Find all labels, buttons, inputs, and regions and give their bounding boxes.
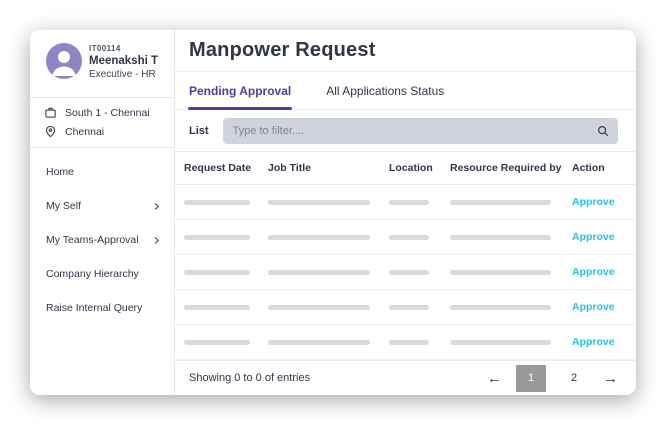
- city-label: Chennai: [65, 125, 105, 138]
- sidebar-item-company-hierarchy[interactable]: Company Hierarchy: [30, 257, 174, 291]
- col-location: Location: [389, 162, 433, 174]
- skeleton-bar: [268, 339, 370, 345]
- sidebar-item-label: Company Hierarchy: [46, 268, 139, 280]
- tab-all-applications-status[interactable]: All Applications Status: [326, 83, 445, 98]
- user-role: Executive - HR: [89, 69, 156, 80]
- skeleton-bar: [268, 199, 370, 205]
- skeleton-bar: [389, 304, 429, 310]
- page-button-1[interactable]: 1: [516, 364, 546, 392]
- skeleton-bar: [450, 234, 551, 240]
- sidebar-item-label: Raise Internal Query: [46, 302, 143, 314]
- location-block: South 1 - Chennai Chennai: [30, 98, 174, 148]
- chevron-right-icon: [154, 202, 160, 210]
- sidebar: IT00114 Meenakshi T Executive - HR South…: [30, 30, 175, 395]
- skeleton-bar: [184, 339, 250, 345]
- sidebar-item-home[interactable]: Home: [30, 155, 174, 189]
- branch-label: South 1 - Chennai: [65, 106, 150, 119]
- col-job-title: Job Title: [268, 162, 311, 174]
- filter-row: List: [175, 110, 636, 152]
- prev-page-button[interactable]: ←: [487, 369, 502, 387]
- table-row: Approve: [175, 255, 636, 290]
- filter-input[interactable]: [232, 124, 596, 137]
- approve-link[interactable]: Approve: [572, 336, 615, 348]
- approve-link[interactable]: Approve: [572, 196, 615, 208]
- table-footer: Showing 0 to 0 of entries ← 1 2 →: [175, 360, 636, 395]
- skeleton-bar: [450, 304, 551, 310]
- col-resource-required-by: Resource Required by: [450, 162, 562, 174]
- pagination: ← 1 2 →: [486, 364, 619, 392]
- skeleton-bar: [389, 234, 429, 240]
- skeleton-bar: [184, 199, 250, 205]
- skeleton-bar: [184, 304, 250, 310]
- skeleton-bar: [450, 269, 551, 275]
- search-button[interactable]: [596, 124, 610, 138]
- skeleton-bar: [268, 304, 370, 310]
- approve-link[interactable]: Approve: [572, 301, 615, 313]
- avatar: [46, 43, 82, 79]
- branch-row: South 1 - Chennai: [30, 103, 174, 122]
- skeleton-bar: [389, 269, 429, 275]
- skeleton-bar: [184, 269, 250, 275]
- approve-link[interactable]: Approve: [572, 266, 615, 278]
- page-title: Manpower Request: [189, 39, 376, 61]
- list-label: List: [189, 124, 209, 137]
- sidebar-item-my-self[interactable]: My Self: [30, 189, 174, 223]
- main-content: Manpower Request Pending Approval All Ap…: [175, 30, 636, 395]
- skeleton-bar: [389, 339, 429, 345]
- sidebar-item-label: My Teams-Approval: [46, 234, 139, 246]
- sidebar-item-label: Home: [46, 166, 75, 178]
- page-header: Manpower Request: [175, 30, 636, 72]
- col-request-date: Request Date: [184, 162, 252, 174]
- table-row: Approve: [175, 220, 636, 255]
- sidebar-item-label: My Self: [46, 200, 82, 212]
- manpower-request-window: IT00114 Meenakshi T Executive - HR South…: [30, 30, 636, 395]
- skeleton-bar: [450, 199, 551, 205]
- approve-link[interactable]: Approve: [572, 231, 615, 243]
- entries-summary: Showing 0 to 0 of entries: [189, 372, 311, 384]
- next-page-button[interactable]: →: [603, 369, 618, 387]
- user-profile: IT00114 Meenakshi T Executive - HR: [30, 30, 174, 98]
- user-text: IT00114 Meenakshi T Executive - HR: [89, 43, 158, 97]
- page-button-2[interactable]: 2: [559, 365, 589, 392]
- table-row: Approve: [175, 290, 636, 325]
- skeleton-bar: [450, 339, 551, 345]
- table-row: Approve: [175, 185, 636, 220]
- location-pin-icon: [45, 125, 56, 138]
- skeleton-bar: [268, 234, 370, 240]
- tab-bar: Pending Approval All Applications Status: [175, 72, 636, 110]
- skeleton-bar: [268, 269, 370, 275]
- table-header: Request Date Job Title Location Resource…: [175, 152, 636, 185]
- col-action: Action: [572, 162, 605, 174]
- skeleton-bar: [389, 199, 429, 205]
- sidebar-item-raise-internal-query[interactable]: Raise Internal Query: [30, 291, 174, 325]
- city-row: Chennai: [30, 122, 174, 141]
- briefcase-icon: [45, 107, 56, 118]
- sidebar-nav: Home My Self My Teams-Approval Company H…: [30, 148, 174, 325]
- skeleton-bar: [184, 234, 250, 240]
- sidebar-item-my-teams-approval[interactable]: My Teams-Approval: [30, 223, 174, 257]
- user-id: IT00114: [89, 44, 121, 53]
- person-icon: [52, 51, 76, 76]
- tab-pending-approval[interactable]: Pending Approval: [188, 72, 293, 110]
- user-name: Meenakshi T: [89, 55, 159, 67]
- chevron-right-icon: [154, 236, 160, 244]
- table-row: Approve: [175, 325, 636, 360]
- search-icon: [598, 125, 609, 136]
- filter-input-wrapper: [222, 117, 618, 144]
